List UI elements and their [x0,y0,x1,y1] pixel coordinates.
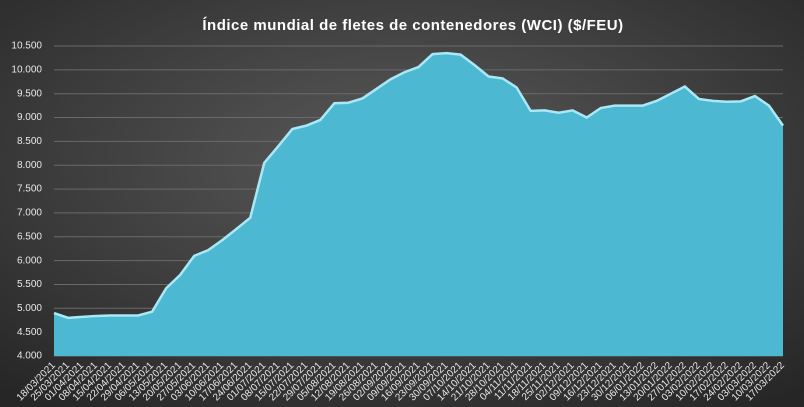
y-tick-label: 9.000 [17,112,42,123]
y-tick-label: 10.500 [11,41,42,52]
y-tick-label: 6.000 [17,255,42,266]
y-tick-label: 7.000 [17,208,42,219]
chart-title: Índice mundial de fletes de contenedores… [202,17,623,34]
y-tick-label: 10.000 [11,64,42,75]
y-tick-label: 9.500 [17,88,42,99]
y-tick-label: 6.500 [17,231,42,242]
area-edge [53,51,785,320]
y-tick-label: 4.500 [17,327,42,338]
y-tick-label: 8.500 [17,136,42,147]
y-tick-label: 7.500 [17,184,42,195]
y-tick-label: 4.000 [17,351,42,362]
y-tick-label: 5.500 [17,279,42,290]
area [54,53,783,357]
y-tick-label: 8.000 [17,160,42,171]
y-tick-label: 5.000 [17,303,42,314]
